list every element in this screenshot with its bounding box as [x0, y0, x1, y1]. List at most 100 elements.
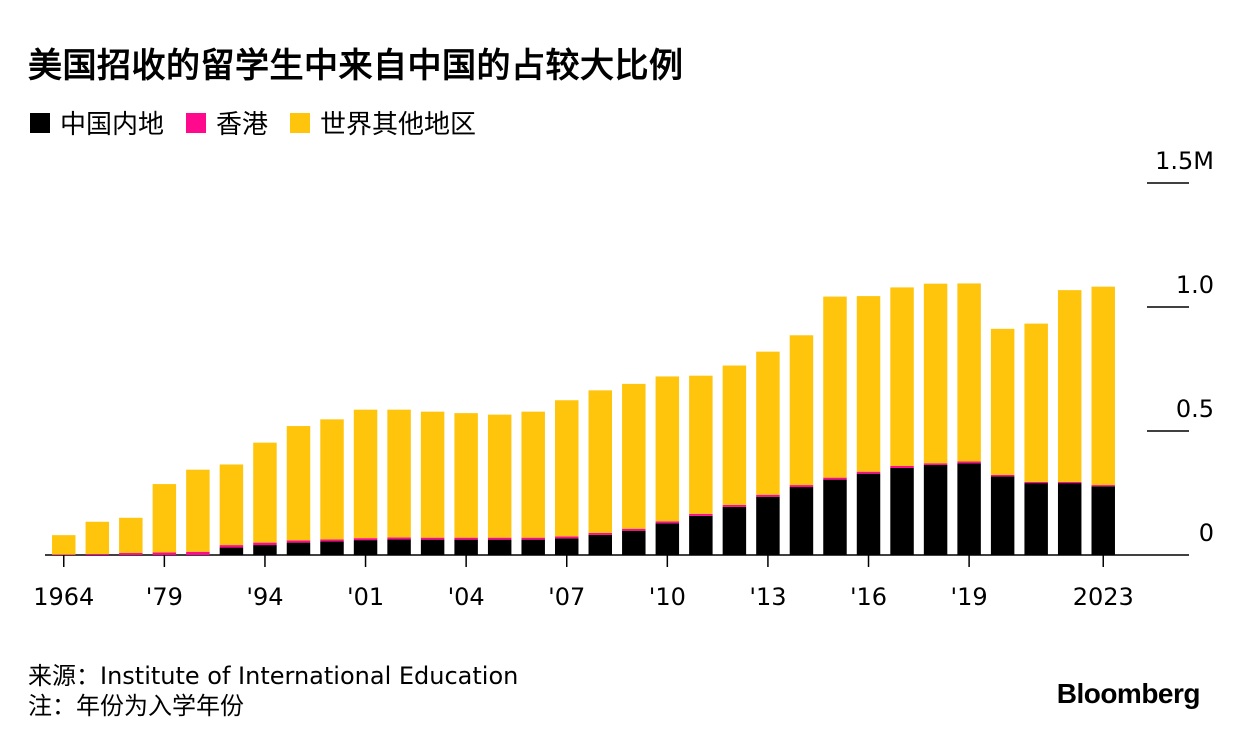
bar-segment — [320, 541, 344, 555]
bar-segment — [387, 409, 411, 538]
bar-segment — [588, 534, 613, 555]
bar-segment — [622, 383, 646, 529]
bar-segment — [923, 283, 948, 464]
bar-segment — [152, 552, 177, 555]
bar-segment — [957, 461, 981, 464]
bar-segment — [554, 400, 579, 537]
legend-swatch-mainland — [30, 112, 50, 133]
bar-segment — [286, 542, 311, 555]
bar-segment — [588, 390, 613, 533]
bar-segment — [789, 487, 814, 555]
bar-segment — [119, 553, 143, 555]
legend-label-mainland: 中国内地 — [60, 110, 165, 140]
bar-segment — [320, 539, 344, 542]
bar-segment — [722, 504, 747, 507]
bar-segment — [420, 411, 445, 538]
bar-segment — [219, 547, 244, 555]
bar-segment — [454, 539, 478, 555]
bar-segment — [521, 539, 545, 555]
bar-segment — [789, 335, 814, 486]
bar-segment — [1024, 483, 1048, 555]
source-note: 来源：Institute of International Education — [28, 662, 519, 690]
bar-segment — [990, 474, 1015, 477]
bar-segment — [554, 538, 579, 555]
bar-segment — [689, 515, 713, 555]
bar-segment — [353, 409, 378, 539]
bar-segment — [923, 464, 948, 555]
bar-segment — [756, 496, 780, 555]
bar-segment — [622, 530, 646, 555]
bar-segment — [320, 419, 344, 540]
x-tick-label: '10 — [649, 583, 686, 611]
x-tick-label: 2023 — [1073, 583, 1134, 611]
bar-segment — [756, 494, 780, 497]
bar-segment — [1091, 286, 1115, 486]
bar-segment — [1091, 485, 1115, 487]
bar-segment — [856, 471, 881, 474]
bar-segment — [253, 442, 277, 543]
x-tick-label: '19 — [951, 583, 988, 611]
bar-segment — [1057, 481, 1082, 484]
bar-segment — [1091, 486, 1115, 555]
legend: 中国内地 香港 世界其他地区 — [30, 104, 498, 141]
bar-segment — [286, 540, 311, 543]
stacked-bar-chart: 0 0.5 1.0 1.5M 1964 '79 '94 '01 '04 '07 '10 '13 '16 '… — [33, 147, 1214, 611]
x-tick-label: '94 — [246, 583, 283, 611]
bar-segment — [1024, 323, 1048, 482]
bar-segment — [622, 528, 646, 531]
x-tick-label: '13 — [749, 583, 786, 611]
legend-item-mainland: 中国内地 — [30, 104, 164, 141]
bar-segment — [923, 463, 948, 465]
legend-item-rest-of-world: 世界其他地区 — [290, 104, 476, 141]
bar-segment — [85, 554, 110, 555]
bar-segment — [1057, 290, 1082, 482]
bar-segment — [554, 536, 579, 539]
bar-segment — [823, 477, 847, 480]
bar-segment — [454, 537, 478, 540]
bar-segment — [353, 540, 378, 555]
bar-segment — [756, 351, 780, 495]
bar-segment — [253, 545, 277, 555]
bar-segment — [722, 506, 747, 555]
bar-segment — [689, 513, 713, 516]
y-tick-label: 0 — [1199, 519, 1214, 547]
y-tick-label: 0.5 — [1176, 395, 1214, 423]
bar-segment — [353, 538, 378, 541]
legend-swatch-rest-of-world — [290, 112, 311, 133]
bar-segment — [890, 287, 914, 466]
bar-segment — [420, 539, 445, 555]
bar-segment — [1057, 483, 1082, 555]
x-tick-label: '16 — [850, 583, 887, 611]
bar-segment — [655, 523, 680, 555]
bar-segment — [823, 479, 847, 555]
legend-label-hongkong: 香港 — [216, 110, 269, 140]
y-tick-label: 1.0 — [1176, 271, 1214, 299]
bar-segment — [487, 537, 512, 540]
bar-segment — [253, 542, 277, 546]
bar-segment — [286, 426, 311, 541]
bar-segment — [588, 532, 613, 535]
bar-segment — [487, 414, 512, 538]
x-tick-label: '07 — [548, 583, 585, 611]
bar-segment — [990, 476, 1015, 555]
bar-segment — [823, 296, 847, 478]
legend-swatch-hongkong — [186, 112, 207, 133]
x-tick-label: 1964 — [33, 583, 94, 611]
bar-segment — [957, 283, 981, 462]
bar-segment — [186, 551, 210, 555]
bar-segment — [722, 365, 747, 505]
bar-segment — [856, 473, 881, 555]
legend-label-rest-of-world: 世界其他地区 — [320, 110, 477, 140]
bar-segment — [856, 296, 881, 472]
bar-segment — [990, 328, 1015, 475]
bar-segment — [957, 463, 981, 555]
bar-segment — [1024, 481, 1048, 484]
bar-segment — [52, 535, 76, 555]
bar-segment — [387, 537, 411, 540]
bar-segment — [219, 545, 244, 548]
bar-segment — [85, 521, 110, 555]
bar-segment — [521, 537, 545, 540]
bar-segment — [119, 517, 143, 554]
bar-segment — [454, 413, 478, 538]
bar-segment — [890, 467, 914, 555]
